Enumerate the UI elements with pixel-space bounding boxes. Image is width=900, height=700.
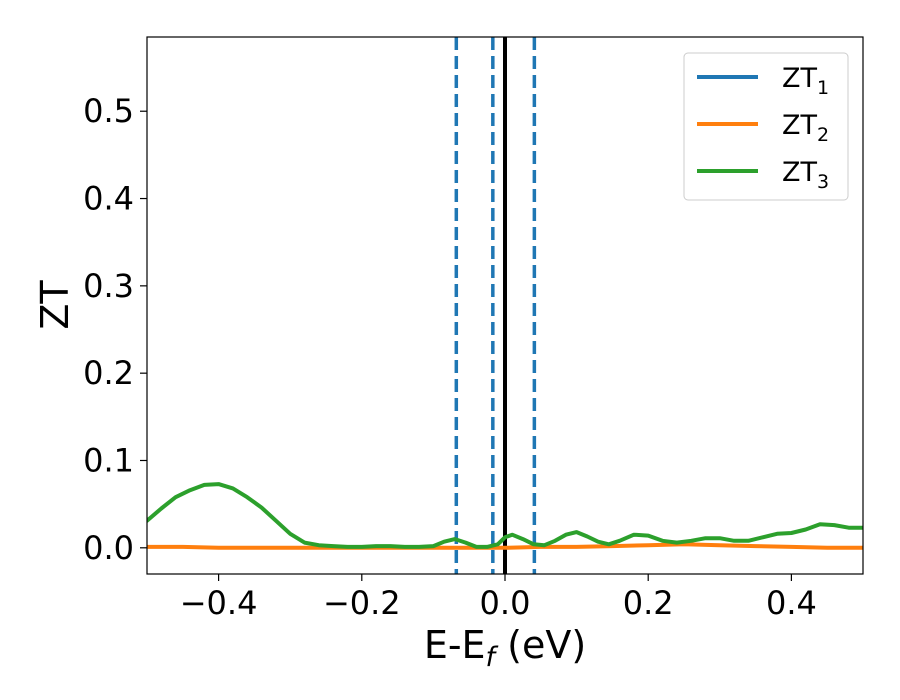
legend-label-zt2: ZT2 bbox=[782, 110, 829, 146]
y-tick-label: 0.4 bbox=[83, 180, 134, 218]
series-line-zt2 bbox=[147, 542, 863, 550]
series-lines bbox=[147, 482, 863, 550]
y-tick-label: 0.2 bbox=[83, 354, 134, 392]
legend-frame bbox=[683, 52, 849, 201]
reference-lines bbox=[454, 37, 537, 574]
y-tick-label: 0.3 bbox=[83, 267, 134, 305]
y-tick-label: 0.5 bbox=[83, 92, 134, 130]
x-axis-label-main: E-E bbox=[424, 623, 486, 667]
x-tick-label: −0.2 bbox=[323, 584, 401, 622]
y-tick-label: 0.1 bbox=[83, 441, 134, 479]
x-tick-label: 0.0 bbox=[480, 584, 531, 622]
series-line-zt3 bbox=[147, 482, 863, 549]
y-axis-label: ZT bbox=[33, 280, 77, 330]
x-tick-label: −0.4 bbox=[180, 584, 258, 622]
x-tick-label: 0.4 bbox=[766, 584, 817, 622]
legend: ZT1 ZT2 ZT3 bbox=[683, 52, 849, 201]
x-axis-label: E-Ef (eV) bbox=[424, 623, 586, 673]
y-axis: 0.0 0.1 0.2 0.3 0.4 0.5 bbox=[83, 92, 147, 567]
x-axis-label-unit: (eV) bbox=[495, 623, 586, 667]
legend-label-zt3: ZT3 bbox=[782, 157, 829, 193]
x-tick-label: 0.2 bbox=[623, 584, 674, 622]
legend-label-zt1: ZT1 bbox=[782, 63, 829, 99]
x-axis: −0.4 −0.2 0.0 0.2 0.4 bbox=[180, 574, 817, 622]
y-tick-label: 0.0 bbox=[83, 529, 134, 567]
